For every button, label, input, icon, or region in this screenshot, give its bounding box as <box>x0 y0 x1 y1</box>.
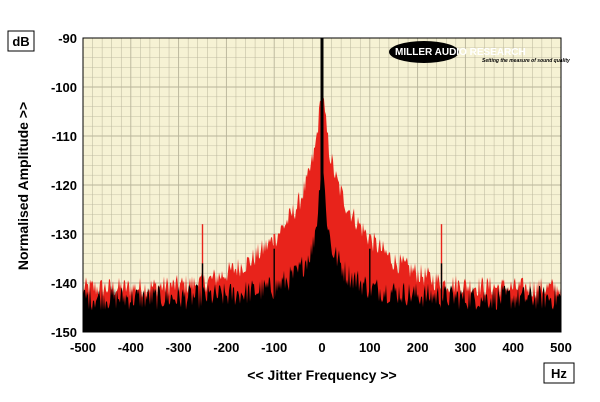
y-tick-label: -120 <box>51 178 77 193</box>
x-tick-label: -100 <box>261 340 287 355</box>
y-axis-title: Normalised Amplitude >> <box>15 102 31 270</box>
x-tick-labels: -500 -400 -300 -200 -100 0 100 200 300 400 500 <box>70 340 572 355</box>
x-unit-box: Hz <box>543 362 575 384</box>
x-tick-label: -500 <box>70 340 96 355</box>
y-tick-label: -150 <box>51 325 77 340</box>
x-tick-label: 0 <box>318 340 325 355</box>
miller-audio-research-logo: MILLER AUDIO RESEARCH Setting the measur… <box>389 41 570 64</box>
x-axis-title: << Jitter Frequency >> <box>247 367 396 383</box>
x-tick-label: 100 <box>359 340 381 355</box>
y-tick-labels: -90 -100 -110 -120 -130 -140 -150 <box>51 31 77 340</box>
x-tick-label: 200 <box>407 340 429 355</box>
x-unit-label: Hz <box>551 366 567 381</box>
y-tick-label: -90 <box>58 31 77 46</box>
x-tick-label: -400 <box>118 340 144 355</box>
logo-name: MILLER AUDIO RESEARCH <box>395 47 526 58</box>
x-tick-label: -300 <box>166 340 192 355</box>
x-tick-label: 400 <box>502 340 524 355</box>
y-tick-label: -110 <box>52 129 77 144</box>
plot-border <box>82 37 562 333</box>
x-tick-label: 300 <box>455 340 477 355</box>
black-series <box>83 38 561 333</box>
y-tick-label: -100 <box>51 80 77 95</box>
x-tick-label: -200 <box>213 340 239 355</box>
x-tick-label: 500 <box>550 340 572 355</box>
y-unit-box: dB <box>7 30 35 52</box>
y-tick-label: -130 <box>51 227 77 242</box>
logo-tagline: Setting the measure of sound quality <box>482 58 570 64</box>
series-layer <box>83 38 561 333</box>
y-tick-label: -140 <box>51 276 77 291</box>
y-unit-label: dB <box>12 34 29 49</box>
